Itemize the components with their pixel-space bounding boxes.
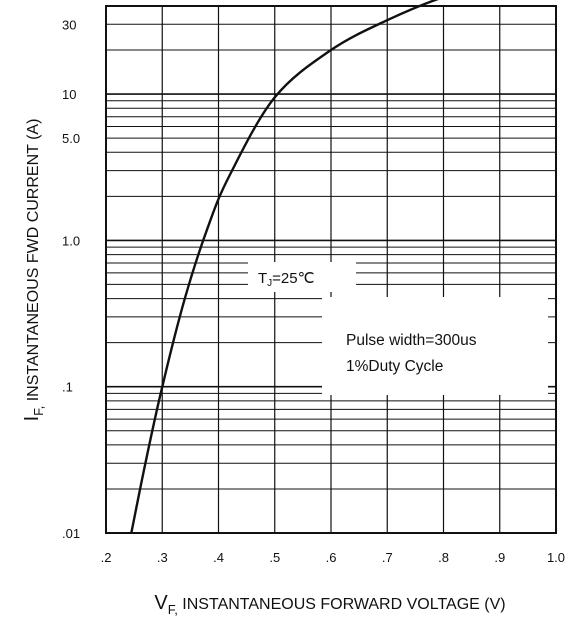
y-tick-label: 30: [62, 17, 76, 32]
x-tick-label: .8: [438, 550, 449, 565]
x-tick-label: 1.0: [547, 550, 565, 565]
pulse-width-annotation: Pulse width=300us: [346, 332, 477, 349]
x-tick-label: .4: [213, 550, 224, 565]
duty-cycle-annotation: 1%Duty Cycle: [346, 358, 443, 375]
y-title-sub: F,: [31, 406, 46, 416]
curve-layer: [130, 0, 439, 534]
x-title-rest: INSTANTANEOUS FORWARD VOLTAGE (V): [178, 596, 506, 613]
x-title-main: V: [154, 592, 168, 614]
y-title-main: I: [21, 416, 43, 422]
annotation-box: [322, 297, 548, 395]
x-title-sub: F,: [168, 602, 178, 617]
x-axis-title: VF, INSTANTANEOUS FORWARD VOLTAGE (V): [154, 592, 505, 617]
y-tick-label: 1.0: [62, 233, 80, 248]
tj-sub: J: [267, 278, 272, 289]
tj-label-box: [248, 262, 356, 292]
x-tick-label: .2: [101, 550, 112, 565]
y-tick-labels: 30 10 5.0 1.0 .1 .01: [62, 17, 80, 541]
y-title-rest: INSTANTANEOUS FWD CURRENT (A): [25, 119, 42, 406]
y-tick-label: 5.0: [62, 131, 80, 146]
tj-annotation: TJ=25℃: [258, 270, 314, 289]
x-tick-label: .5: [269, 550, 280, 565]
x-tick-label: .6: [326, 550, 337, 565]
x-tick-labels: .2 .3 .4 .5 .6 .7 .8 .9 1.0: [101, 550, 565, 565]
y-tick-label: .01: [62, 526, 80, 541]
plot-frame: [105, 5, 557, 534]
y-tick-label: .1: [62, 380, 73, 395]
tj-rest: =25℃: [272, 270, 314, 287]
x-tick-label: .3: [157, 550, 168, 565]
y-axis-title: IF, INSTANTANEOUS FWD CURRENT (A): [21, 119, 46, 422]
tj-main: T: [258, 270, 267, 287]
forward-current-curve: [130, 0, 439, 534]
x-tick-label: .9: [494, 550, 505, 565]
x-tick-label: .7: [382, 550, 393, 565]
y-tick-label: 10: [62, 87, 76, 102]
